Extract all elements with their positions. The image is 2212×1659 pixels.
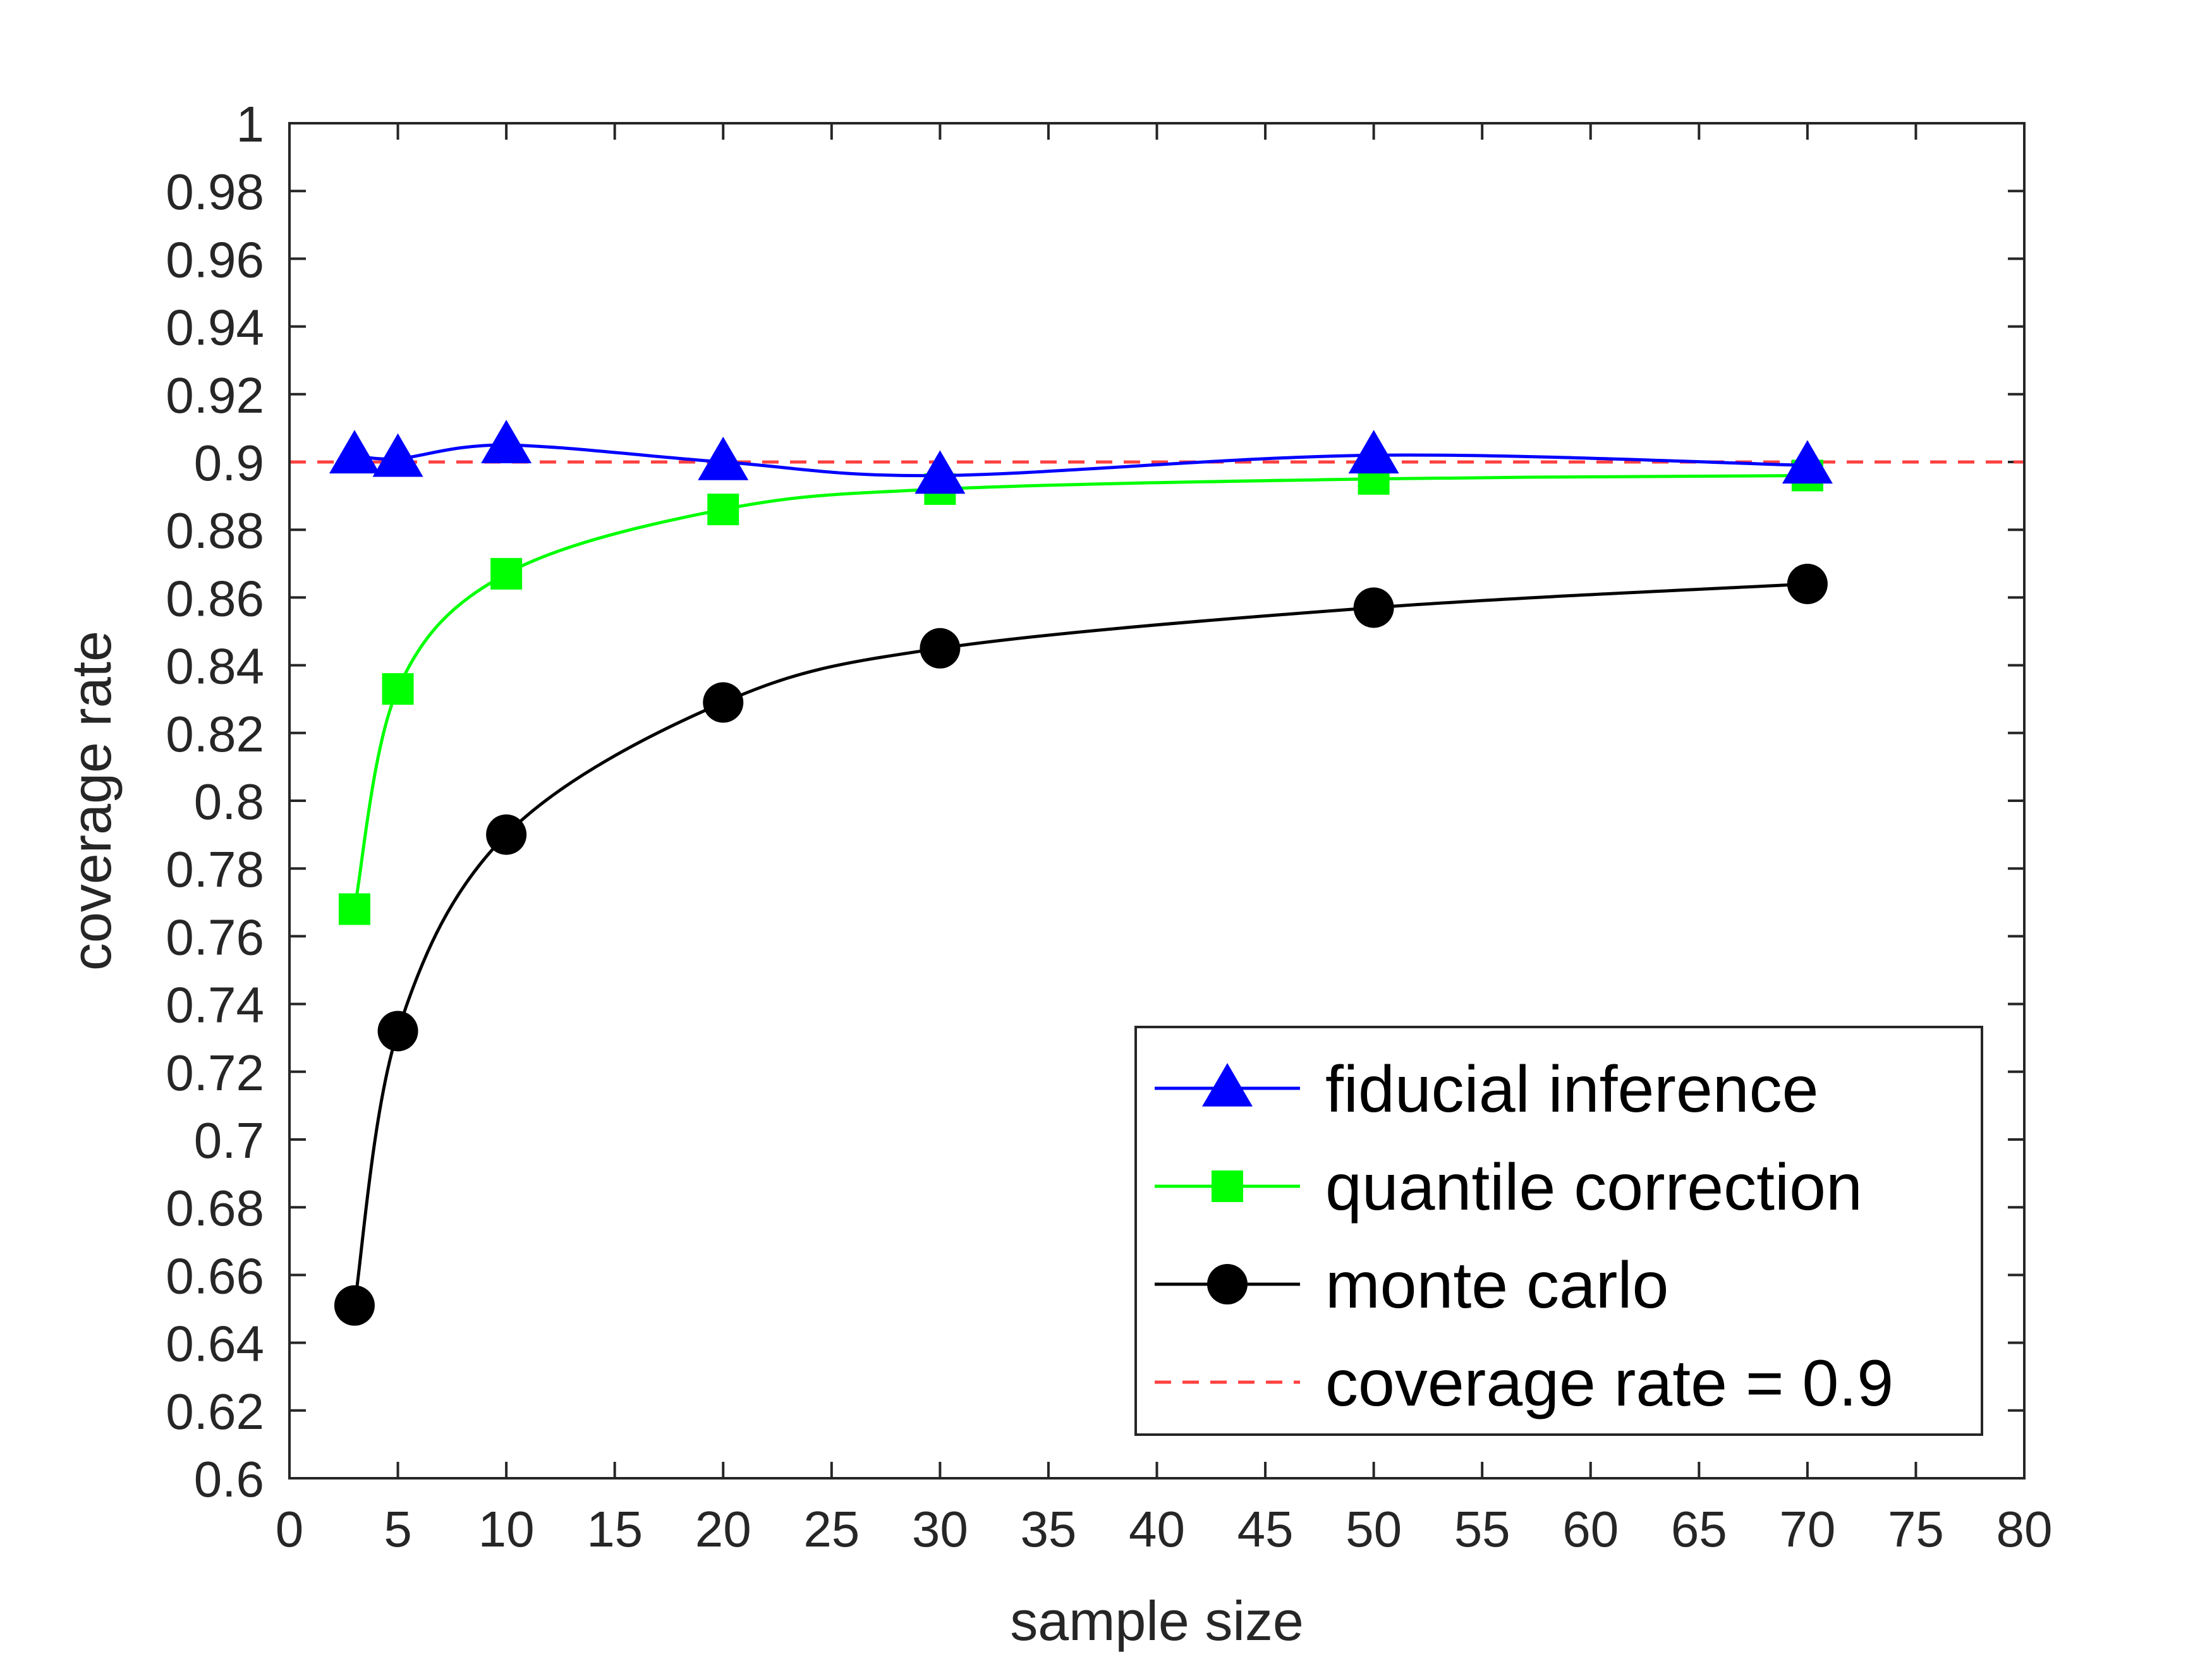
legend-label: fiducial inference [1325,1053,1818,1126]
x-tick-label: 35 [1020,1501,1076,1557]
data-point [1348,430,1399,474]
legend-label: coverage rate = 0.9 [1325,1347,1893,1420]
data-point [490,557,523,590]
data-point [703,682,744,723]
x-tick-label: 40 [1129,1501,1185,1557]
data-point [707,494,739,526]
legend-box [1134,1026,1983,1436]
legend-marker [1207,1264,1248,1304]
y-tick-label: 0.6 [194,1451,264,1507]
x-tick-label: 30 [912,1501,968,1557]
y-tick-label: 0.82 [166,706,264,762]
data-point [334,1285,375,1326]
data-point [372,433,423,477]
x-tick-label: 20 [695,1501,751,1557]
legend-item-coverage-rate-0-9: coverage rate = 0.9 [1155,1347,1893,1420]
series-line [354,443,1808,478]
data-point [338,893,370,925]
legend-marker [1212,1170,1243,1202]
series-fiducial-inference [329,420,1833,494]
y-tick-label: 0.92 [166,367,264,423]
series-monte-carlo [334,563,1828,1326]
data-point [329,430,380,474]
data-point [920,628,961,669]
y-tick-label: 0.72 [166,1045,264,1101]
y-tick-label: 0.94 [166,300,264,356]
x-tick-label: 15 [586,1501,643,1557]
x-axis-title: sample size [1010,1589,1304,1652]
x-tick-label: 0 [276,1501,304,1557]
y-tick-label: 0.66 [166,1248,264,1304]
tick-labels: 0 5 10 15 20 25 30 35 40 45 50 55 60 65 70 75 80 0.6 0.62 0… [166,96,2052,1557]
y-tick-label: 0.9 [194,435,264,491]
x-tick-label: 45 [1237,1501,1294,1557]
y-tick-label: 0.86 [166,570,264,626]
y-tick-label: 0.74 [166,977,264,1033]
legend-label: monte carlo [1325,1249,1668,1322]
data-point [382,673,414,705]
y-tick-label: 1 [236,96,265,152]
y-tick-label: 0.7 [194,1112,264,1169]
axes-box [288,122,2026,1480]
y-tick-label: 0.76 [166,909,264,965]
data-point [1782,440,1833,484]
x-tick-label: 75 [1888,1501,1944,1557]
y-tick-label: 0.96 [166,231,264,288]
legend-item-quantile-correction: quantile correction [1155,1151,1863,1224]
data-point [1787,563,1828,604]
legend-item-fiducial-inference: fiducial inference [1155,1053,1818,1126]
x-tick-label: 60 [1562,1501,1619,1557]
y-tick-label: 0.8 [194,774,264,830]
legend-marker [1202,1063,1253,1107]
x-tick-label: 65 [1671,1501,1727,1557]
legend-label: quantile correction [1325,1151,1863,1224]
x-tick-label: 10 [478,1501,535,1557]
y-axis-title: coverage rate [60,631,123,971]
y-tick-label: 0.64 [166,1316,264,1372]
data-point [481,420,532,463]
x-tick-label: 80 [1996,1501,2053,1557]
x-tick-label: 70 [1779,1501,1835,1557]
data-point [915,450,966,494]
y-tick-label: 0.98 [166,164,264,220]
y-tick-label: 0.62 [166,1383,264,1440]
x-tick-label: 5 [384,1501,412,1557]
y-tick-label: 0.78 [166,841,264,897]
y-tick-label: 0.88 [166,502,264,559]
legend-item-monte-carlo: monte carlo [1155,1249,1668,1322]
legend: fiducial inference quantile correction mon… [1134,1026,1983,1436]
data-point [698,437,749,480]
y-tick-label: 0.68 [166,1180,264,1236]
data-point [377,1011,418,1052]
y-tick-label: 0.84 [166,638,264,695]
data-point [486,814,527,855]
series-layer [289,420,2024,1326]
x-tick-label: 50 [1346,1501,1402,1557]
data-point [1353,587,1394,628]
x-tick-label: 55 [1454,1501,1510,1557]
x-tick-label: 25 [803,1501,860,1557]
